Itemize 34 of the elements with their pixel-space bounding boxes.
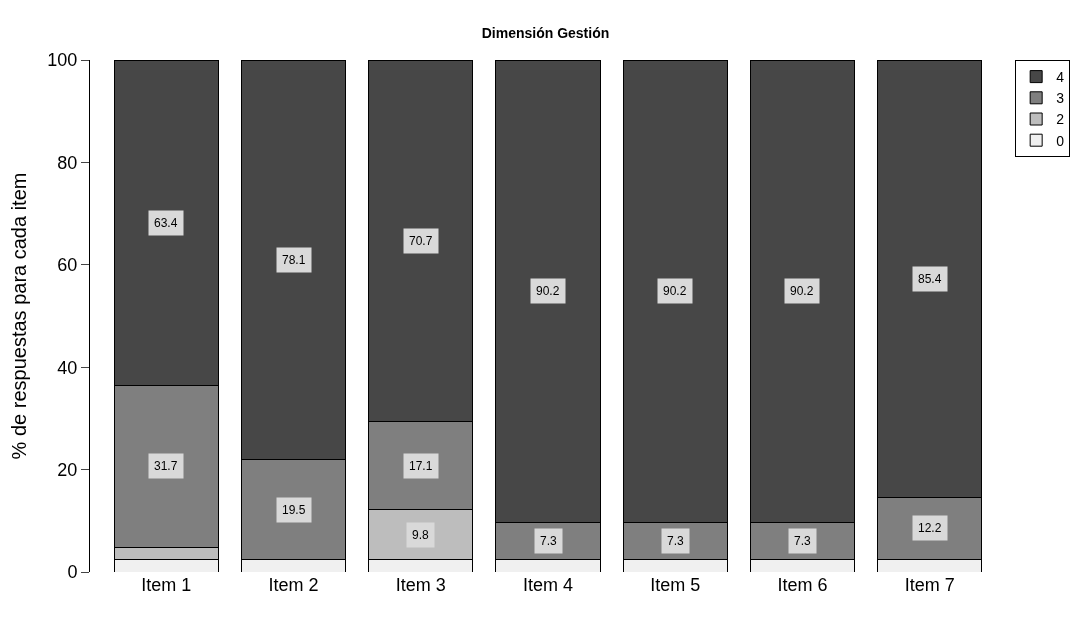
y-axis-title: % de respuestas para cada item bbox=[7, 172, 30, 460]
y-tick-label: 0 bbox=[67, 562, 78, 583]
x-tick-label: Item 4 bbox=[522, 575, 574, 595]
data-label: 7.3 bbox=[540, 534, 558, 548]
y-tick-label: 20 bbox=[57, 459, 78, 480]
x-tick-label: Item 6 bbox=[777, 575, 828, 595]
chart-title: Dimensión Gestión bbox=[481, 24, 610, 41]
data-label: 90.2 bbox=[663, 284, 687, 298]
data-label: 85.4 bbox=[918, 272, 942, 286]
legend-label: 4 bbox=[1056, 69, 1065, 86]
x-tick-label: Item 2 bbox=[268, 575, 319, 595]
data-label: 63.4 bbox=[154, 216, 178, 230]
y-tick-label: 100 bbox=[47, 50, 78, 71]
y-tick-label: 80 bbox=[57, 152, 78, 173]
data-label: 7.3 bbox=[794, 534, 812, 548]
y-tick-label: 60 bbox=[57, 255, 78, 276]
x-tick-label: Item 5 bbox=[650, 575, 701, 595]
legend-label: 0 bbox=[1056, 132, 1065, 149]
legend-label: 3 bbox=[1056, 90, 1065, 107]
data-label: 90.2 bbox=[536, 284, 560, 298]
data-label: 70.7 bbox=[409, 234, 433, 248]
data-label: 78.1 bbox=[282, 253, 306, 267]
data-label: 17.1 bbox=[409, 459, 433, 473]
data-label: 19.5 bbox=[282, 503, 306, 517]
data-label: 9.8 bbox=[412, 528, 430, 542]
legend-label: 2 bbox=[1056, 111, 1065, 128]
x-tick-label: Item 1 bbox=[141, 575, 192, 595]
data-label: 7.3 bbox=[667, 534, 685, 548]
data-label: 90.2 bbox=[790, 284, 814, 298]
data-label: 12.2 bbox=[918, 521, 942, 535]
x-tick-label: Item 3 bbox=[395, 575, 446, 595]
y-tick-label: 40 bbox=[57, 357, 78, 378]
x-tick-label: Item 7 bbox=[904, 575, 955, 595]
data-label: 31.7 bbox=[154, 459, 178, 473]
